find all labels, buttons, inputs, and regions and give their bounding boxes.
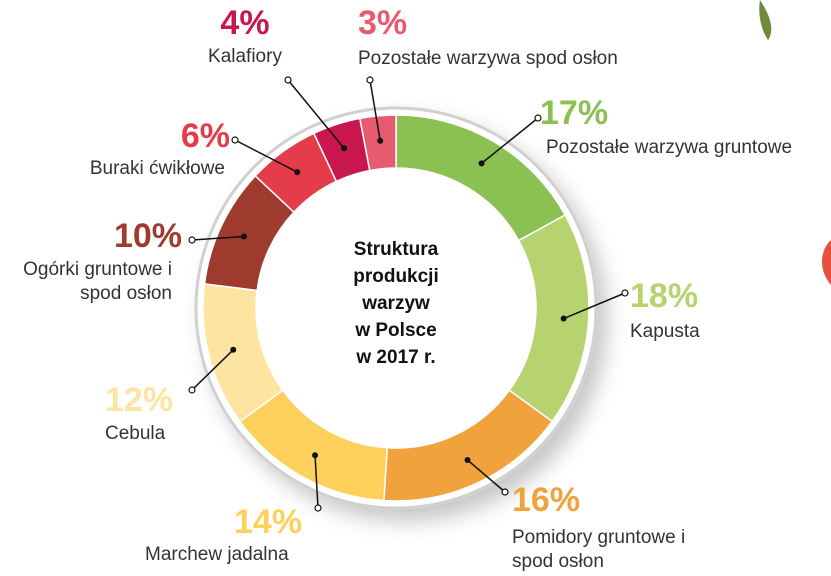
connector-dot <box>294 169 300 175</box>
value-label: 4% <box>190 5 300 41</box>
value-label: 18% <box>630 278 750 314</box>
edge-decoration <box>822 240 831 285</box>
connector-end <box>367 77 373 83</box>
category-label: Cebula <box>105 422 225 446</box>
connector-dot <box>561 316 567 322</box>
category-label: Pozostałe warzywa gruntowe <box>546 136 831 160</box>
connector-dot <box>479 160 485 166</box>
category-label: Buraki ćwikłowe <box>0 157 225 181</box>
value-label: 6% <box>0 118 230 154</box>
category-label: Kapusta <box>630 320 750 344</box>
connector-dot <box>230 347 236 353</box>
value-label: 3% <box>358 5 678 41</box>
connector-end <box>232 137 238 143</box>
category-label: Pomidory gruntowe i spod osłon <box>512 526 712 574</box>
value-label: 16% <box>512 482 712 518</box>
connector-end <box>622 290 628 296</box>
leaf-decoration <box>759 0 771 40</box>
category-label: Marchew jadalna <box>145 543 345 567</box>
value-label: 17% <box>540 95 830 131</box>
title-line: warzyw <box>326 290 466 317</box>
title-line: produkcji <box>326 263 466 290</box>
connector-end <box>502 489 508 495</box>
value-label: 14% <box>234 504 434 540</box>
connector-dot <box>341 145 347 151</box>
connector-dot <box>312 452 318 458</box>
connector-dot <box>377 138 383 144</box>
connector-end <box>285 77 291 83</box>
category-label: Kalafiory <box>190 45 300 69</box>
value-label: 12% <box>105 382 225 418</box>
title-line: w 2017 r. <box>326 344 466 371</box>
title-line: w Polsce <box>326 317 466 344</box>
category-label: Pozostałe warzywa spod osłon <box>358 47 678 71</box>
category-label: Ogórki gruntowe i spod osłon <box>0 258 172 306</box>
page: Strukturaprodukcjiwarzyww Polscew 2017 r… <box>0 0 831 576</box>
connector-dot <box>465 457 471 463</box>
title-line: Struktura <box>326 236 466 263</box>
connector-end <box>189 237 195 243</box>
value-label: 10% <box>0 218 182 254</box>
connector-dot <box>241 233 247 239</box>
